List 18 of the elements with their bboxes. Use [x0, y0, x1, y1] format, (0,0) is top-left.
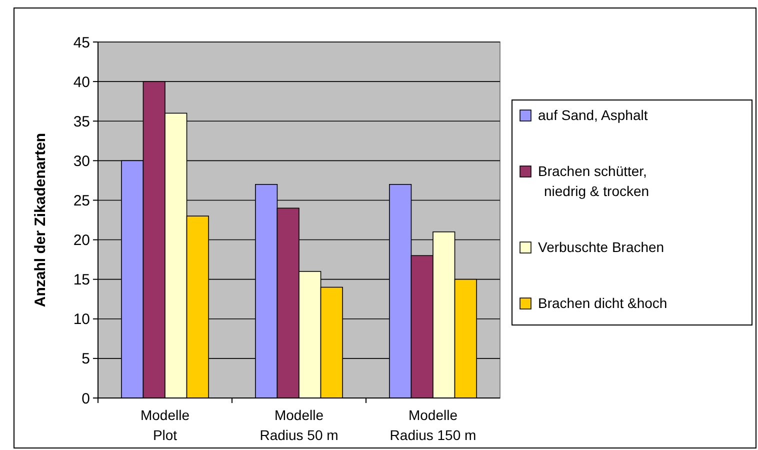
y-axis-title: Anzahl der Zikadenarten — [32, 132, 49, 308]
y-tick-label: 30 — [73, 152, 90, 170]
y-tick-label: 45 — [73, 34, 90, 52]
y-tick-label: 5 — [82, 350, 90, 368]
legend-label: Verbuschte Brachen — [538, 239, 664, 255]
y-tick-label: 15 — [73, 272, 90, 289]
y-tick-label: 25 — [73, 192, 90, 210]
x-tick-label: Modelle Plot — [140, 407, 190, 443]
legend-label: Brachen schütter, niedrig & trocken — [538, 163, 650, 199]
x-tick-label: Modelle Radius 50 m — [260, 407, 338, 443]
y-tick-label: 35 — [73, 113, 90, 130]
legend-label: auf Sand, Asphalt — [538, 107, 648, 123]
x-tick-label: Modelle Radius 150 m — [390, 407, 476, 443]
y-tick-label: 40 — [73, 74, 90, 91]
legend-label: Brachen dicht &hoch — [538, 295, 668, 311]
y-tick-label: 10 — [73, 311, 90, 328]
y-tick-label: 20 — [73, 232, 90, 250]
y-tick-label: 0 — [82, 390, 90, 408]
